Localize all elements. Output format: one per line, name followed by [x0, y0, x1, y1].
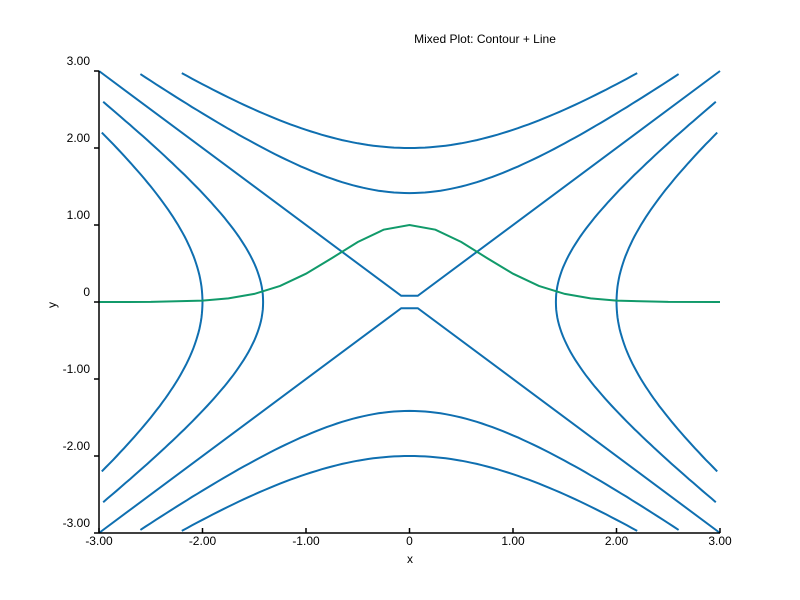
y-tick-label: -1.00 — [63, 362, 91, 376]
y-tick-label: 2.00 — [67, 131, 91, 145]
contour-line — [139, 73, 680, 195]
contour-line — [98, 307, 721, 534]
y-ticks: -3.00 -2.00 -1.00 0 1.00 2.00 3.00 — [63, 54, 99, 534]
contour-line — [139, 409, 680, 531]
contour-lines — [98, 70, 721, 534]
line-series — [98, 223, 721, 303]
contour-line — [615, 131, 718, 473]
contour-line — [101, 131, 204, 473]
chart-title: Mixed Plot: Contour + Line — [414, 32, 556, 46]
x-tick-label: 3.00 — [708, 534, 732, 548]
contour-line — [181, 455, 638, 532]
contour-line — [98, 70, 721, 297]
x-tick-label: 2.00 — [605, 534, 629, 548]
y-tick-label: 3.00 — [67, 54, 91, 68]
y-tick-label: 1.00 — [67, 208, 91, 222]
x-axis-label: x — [407, 552, 413, 566]
y-tick-label: -3.00 — [63, 516, 91, 530]
y-tick-label: -2.00 — [63, 439, 91, 453]
series-line — [98, 223, 721, 303]
x-tick-label: -2.00 — [189, 534, 217, 548]
contour-line — [554, 101, 717, 503]
x-ticks: -3.00 -2.00 -1.00 0 1.00 2.00 3.00 — [85, 528, 732, 548]
y-tick-label: 0 — [83, 285, 90, 299]
x-tick-label: 1.00 — [501, 534, 525, 548]
x-tick-label: -1.00 — [292, 534, 320, 548]
contour-line — [102, 101, 265, 503]
y-axis-label: y — [45, 302, 59, 308]
x-tick-label: 0 — [406, 534, 413, 548]
x-tick-label: -3.00 — [85, 534, 113, 548]
contour-line — [181, 72, 638, 149]
